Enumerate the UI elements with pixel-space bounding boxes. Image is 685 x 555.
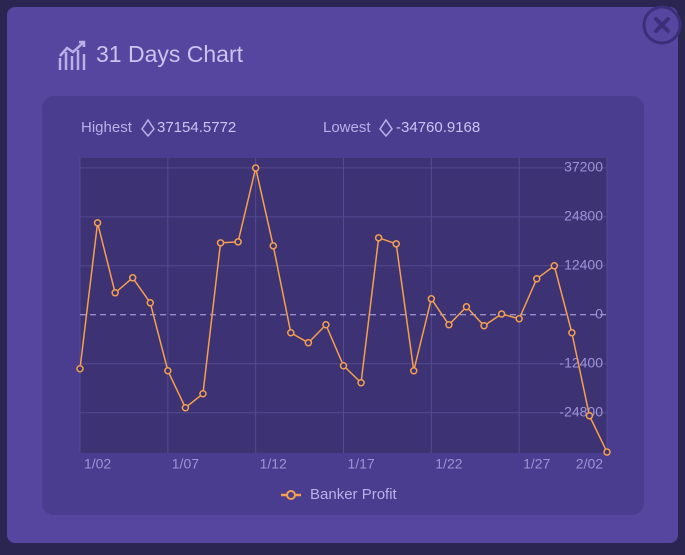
- point: [550, 262, 559, 270]
- close-button[interactable]: [642, 5, 682, 45]
- y-tick-label: 37200: [564, 159, 603, 175]
- point: [111, 289, 119, 297]
- point: [269, 242, 277, 250]
- point: [427, 295, 436, 303]
- point: [164, 366, 172, 375]
- point: [322, 321, 330, 329]
- point: [480, 322, 488, 330]
- coin-icon: [141, 118, 155, 138]
- plot: 37200 24800 12400 0 -12400 -24800 1/02 1/07 1/12…: [76, 158, 611, 472]
- point: [304, 339, 313, 347]
- point: [568, 329, 576, 337]
- point: [339, 361, 348, 370]
- point: [199, 389, 207, 398]
- point: [251, 164, 260, 172]
- x-tick-label: 1/07: [172, 456, 199, 472]
- x-tick-label: 2/02: [576, 456, 603, 472]
- chart-icon: [58, 40, 86, 70]
- lowest-label: Lowest: [323, 119, 371, 136]
- x-tick-label: 1/27: [523, 456, 550, 472]
- point: [216, 239, 225, 247]
- title: 31 Days Chart: [96, 41, 244, 67]
- coin-icon: [379, 118, 393, 138]
- point: [181, 403, 190, 412]
- y-tick-label: -12400: [559, 354, 603, 370]
- x-tick-label: 1/02: [84, 456, 111, 472]
- point: [585, 411, 594, 420]
- x-tick-label: 1/12: [260, 456, 287, 472]
- point: [515, 315, 523, 323]
- y-tick-label: 24800: [564, 208, 603, 224]
- point: [146, 299, 155, 307]
- point: [76, 364, 84, 373]
- point: [462, 303, 471, 311]
- x-tick-label: 1/17: [347, 456, 374, 472]
- y-tick-label: -24800: [559, 403, 603, 419]
- legend-marker: [286, 490, 296, 500]
- y-tick-label: 0: [595, 305, 603, 321]
- point: [532, 275, 541, 283]
- lowest-value: -34760.9168: [396, 119, 480, 136]
- point: [603, 448, 611, 456]
- x-tick-label: 1/22: [435, 456, 462, 472]
- point: [234, 238, 242, 246]
- highest-label: Highest: [81, 119, 133, 136]
- point: [357, 378, 365, 387]
- point: [93, 219, 102, 227]
- point: [445, 321, 453, 329]
- point: [410, 366, 418, 375]
- highest-value: 37154.5772: [157, 119, 236, 136]
- legend: Banker Profit: [281, 486, 398, 503]
- point: [497, 310, 506, 318]
- point: [374, 234, 383, 242]
- point: [128, 274, 137, 282]
- y-tick-label: 12400: [564, 257, 603, 273]
- point: [392, 240, 400, 248]
- legend-label: Banker Profit: [310, 486, 398, 503]
- point: [287, 329, 295, 337]
